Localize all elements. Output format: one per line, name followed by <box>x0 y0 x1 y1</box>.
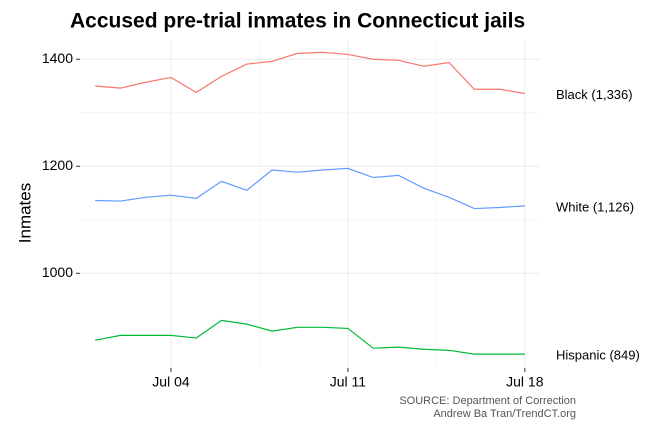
series-line <box>95 319 525 355</box>
source: Andrew Ba Tran/TrendCT.org <box>433 408 576 420</box>
y-tick-label: 1400 <box>42 50 73 66</box>
series-label: Black (1,336) <box>556 87 633 102</box>
y-tick-label: 1000 <box>42 264 73 280</box>
y-axis-label: Inmates <box>15 183 34 243</box>
series-label: Hispanic (849) <box>556 348 640 363</box>
x-tick-label: Jul 04 <box>152 374 190 390</box>
chart-title: Accused pre-trial inmates in Connecticut… <box>70 10 525 33</box>
y-tick-label: 1200 <box>42 157 73 173</box>
series-line <box>95 167 525 210</box>
series-line <box>95 51 525 95</box>
series-label: White (1,126) <box>556 199 634 214</box>
x-tick-label: Jul 11 <box>330 374 367 390</box>
source: SOURCE: Department of Correction <box>399 395 576 407</box>
x-tick-label: Jul 18 <box>506 374 544 390</box>
